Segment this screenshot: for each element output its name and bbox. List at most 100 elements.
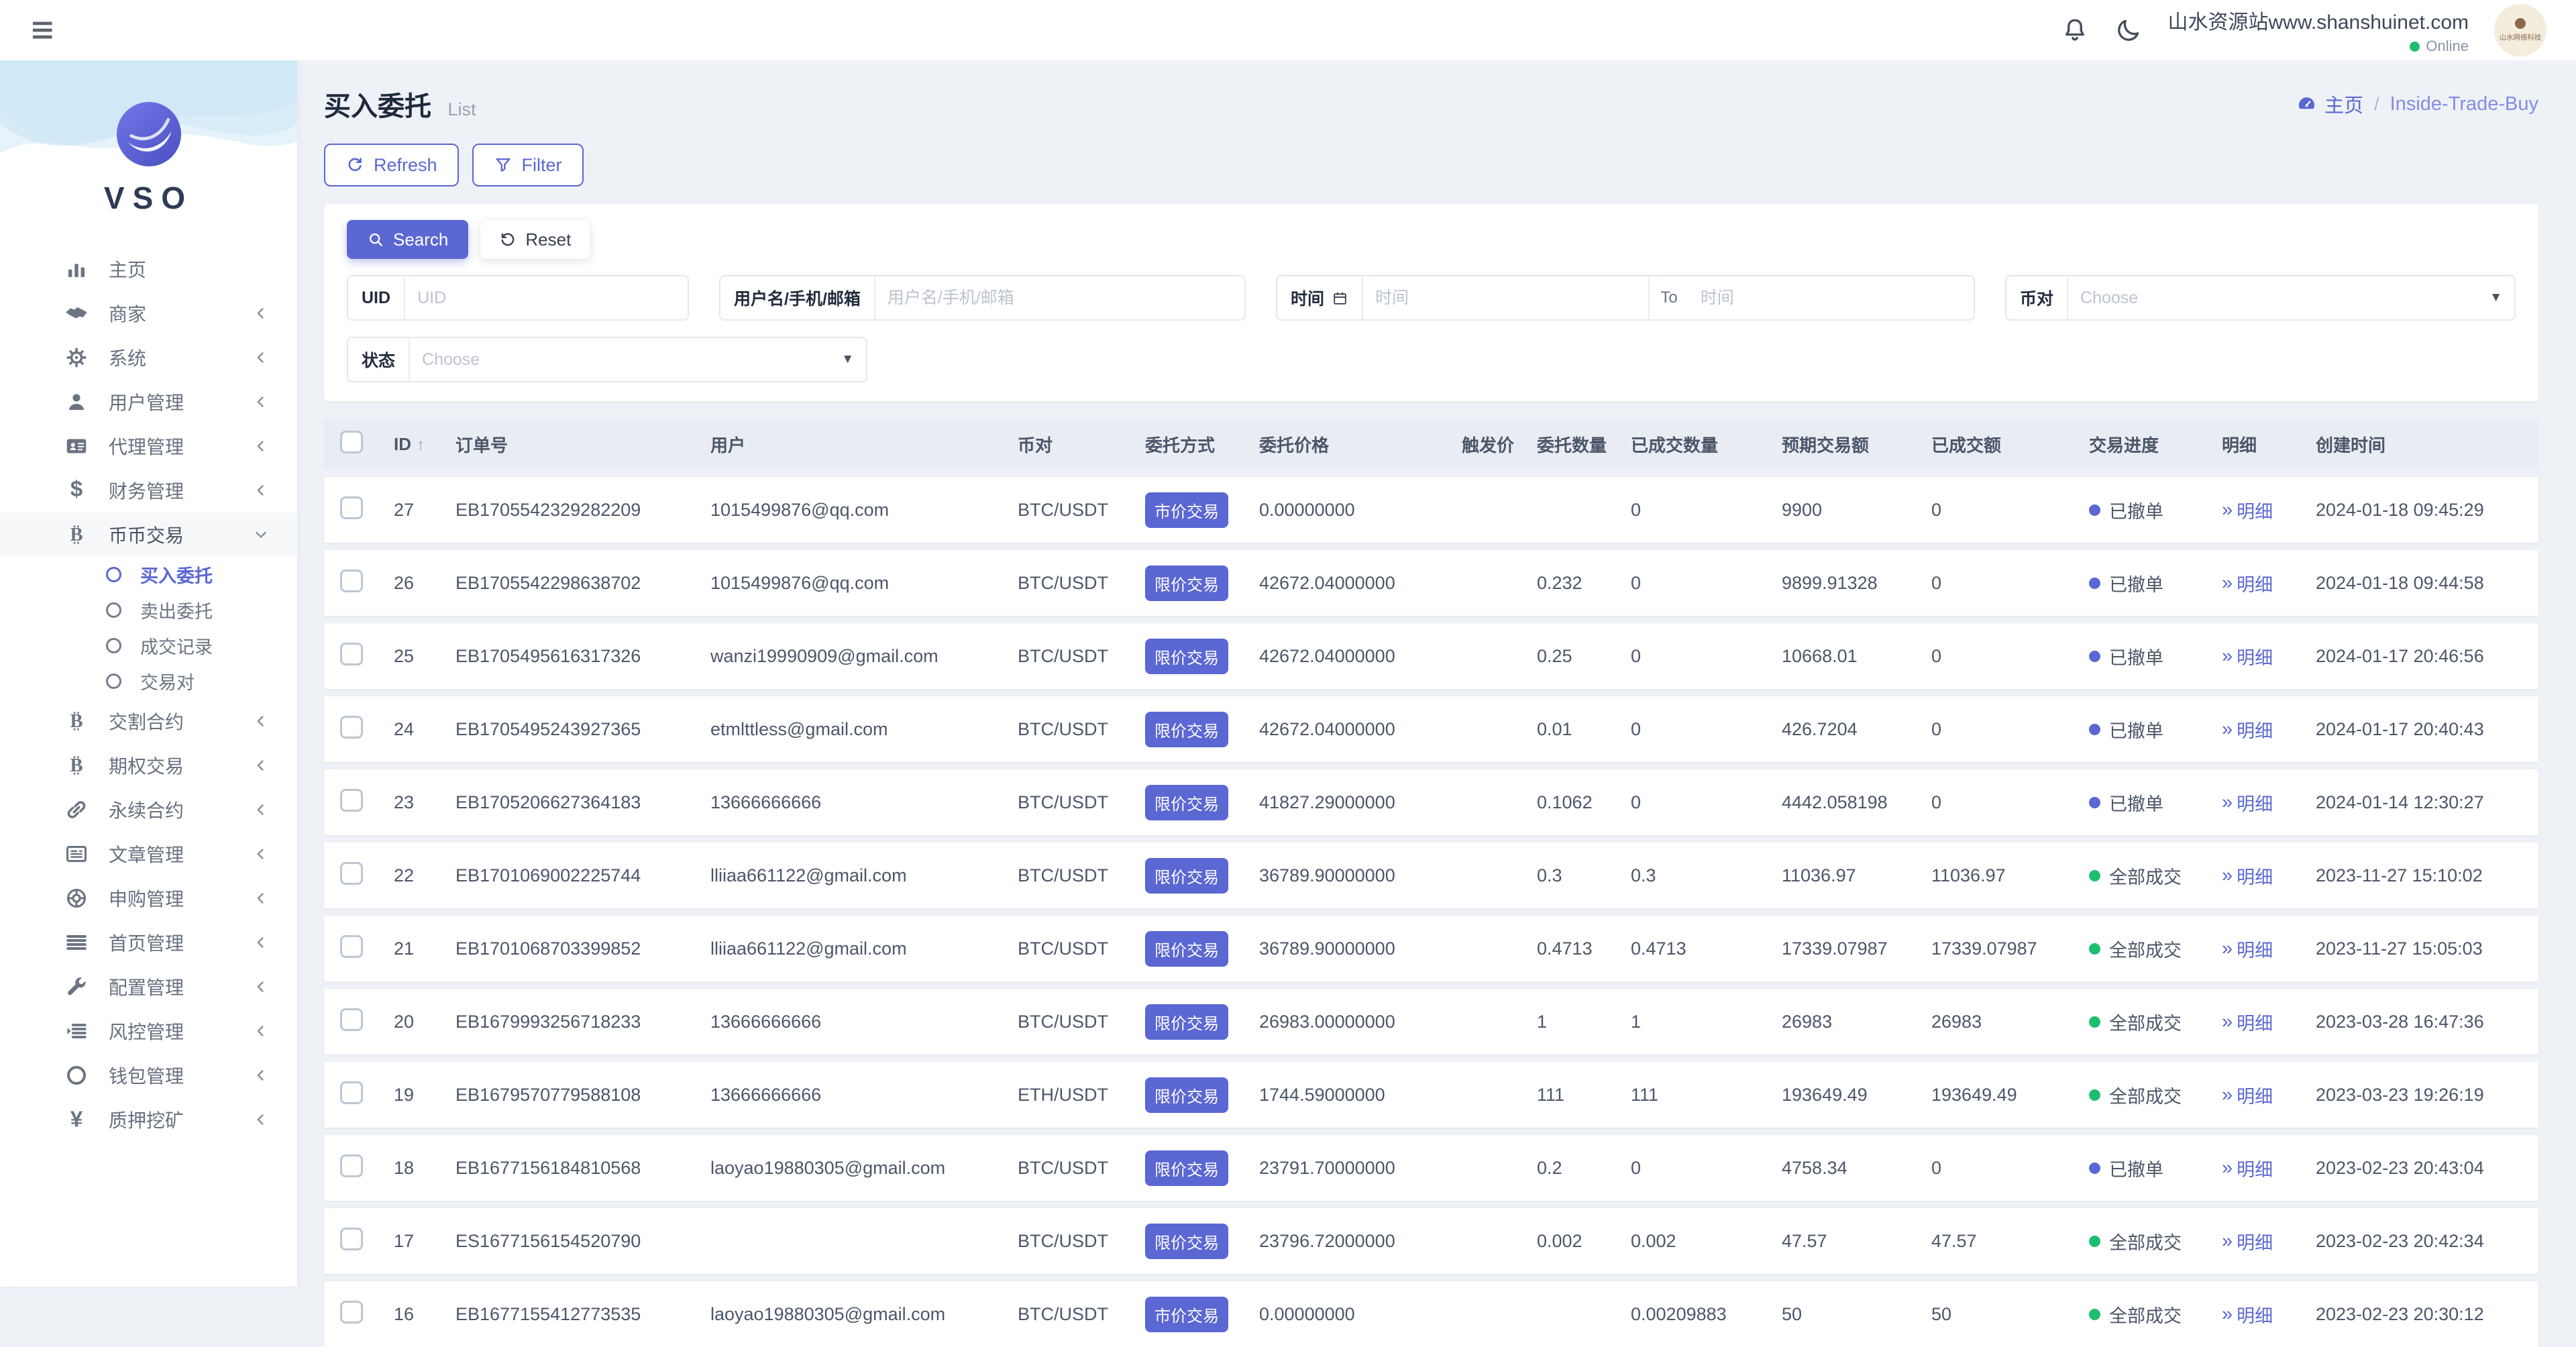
status-select[interactable]: Choose ▼ [410, 338, 866, 381]
row-checkbox[interactable] [340, 643, 363, 665]
row-checkbox[interactable] [340, 716, 363, 739]
row-checkbox[interactable] [340, 789, 363, 812]
user-input[interactable] [875, 276, 1244, 319]
sidebar-item-finance-mgmt[interactable]: $财务管理 [0, 468, 297, 513]
cell-price: 42672.04000000 [1243, 573, 1446, 594]
filter-uid-group: UID [347, 275, 689, 321]
order-type-badge: 限价交易 [1145, 858, 1228, 894]
select-all-checkbox[interactable] [340, 431, 363, 453]
detail-link[interactable]: »明细 [2222, 497, 2273, 523]
row-checkbox[interactable] [340, 1228, 363, 1250]
sidebar-item-perpetual-contract[interactable]: 永续合约 [0, 788, 297, 832]
sidebar-item-user-mgmt[interactable]: 用户管理 [0, 380, 297, 424]
detail-link[interactable]: »明细 [2222, 1155, 2273, 1181]
status-label: 全部成交 [2109, 1228, 2182, 1254]
sidebar-item-risk-mgmt[interactable]: 风控管理 [0, 1009, 297, 1053]
sidebar-item-subscription-mgmt[interactable]: 申购管理 [0, 876, 297, 920]
filter-button[interactable]: Filter [472, 144, 584, 186]
id-card-icon [62, 434, 91, 458]
pair-select[interactable]: Choose ▼ [2068, 276, 2514, 319]
detail-link[interactable]: »明细 [2222, 1082, 2273, 1108]
row-checkbox[interactable] [340, 1008, 363, 1031]
lifering-icon [62, 886, 91, 910]
sidebar-item-config-mgmt[interactable]: 配置管理 [0, 965, 297, 1009]
time-from-input[interactable] [1363, 276, 1648, 319]
detail-link[interactable]: »明细 [2222, 1301, 2273, 1328]
sidebar-item-article-mgmt[interactable]: 文章管理 [0, 832, 297, 876]
row-checkbox[interactable] [340, 570, 363, 592]
detail-link[interactable]: »明细 [2222, 716, 2273, 743]
status-dot-icon [2089, 1089, 2100, 1101]
avatar-text: 山水网络科技 [2500, 32, 2542, 42]
row-checkbox[interactable] [340, 1154, 363, 1177]
sidebar-item-homepage-mgmt[interactable]: 首页管理 [0, 920, 297, 965]
sidebar-subitem-label: 买入委托 [140, 561, 213, 588]
page-subtitle: List [447, 99, 476, 119]
notifications-bell-icon[interactable] [2061, 16, 2089, 44]
double-chevron-icon: » [2222, 1230, 2231, 1252]
uid-input[interactable] [405, 276, 688, 319]
cell-qty: 111 [1521, 1085, 1615, 1106]
row-checkbox[interactable] [340, 1301, 363, 1324]
refresh-button[interactable]: Refresh [324, 144, 459, 186]
status-dot-icon [2089, 943, 2100, 955]
cell-detail: »明细 [2206, 1228, 2300, 1254]
reset-button[interactable]: Reset [480, 220, 590, 259]
detail-link[interactable]: »明细 [2222, 643, 2273, 669]
order-type-badge: 限价交易 [1145, 565, 1228, 601]
main-content: 买入委托 List 主页 / Inside-Trade-Buy Refresh [297, 60, 2576, 1287]
row-checkbox[interactable] [340, 496, 363, 519]
sidebar-item-wallet-mgmt[interactable]: 钱包管理 [0, 1053, 297, 1097]
cell-user: 13666666666 [694, 1085, 1002, 1106]
row-checkbox[interactable] [340, 935, 363, 958]
cell-filled-total: 17339.07987 [1915, 938, 2073, 959]
detail-link[interactable]: »明细 [2222, 863, 2273, 889]
chevron-left-icon [252, 392, 270, 411]
cell-expected-total: 9899.91328 [1766, 573, 1915, 594]
sidebar-item-merchant[interactable]: 商家 [0, 291, 297, 335]
sidebar-subitem-trading-pairs[interactable]: 交易对 [0, 663, 297, 699]
cell-order-no: EB1705495243927365 [439, 719, 694, 740]
sidebar-item-home[interactable]: 主页 [0, 247, 297, 291]
menu-toggle-icon[interactable] [30, 15, 59, 45]
breadcrumb-home-link[interactable]: 主页 [2296, 90, 2363, 118]
svg-text:B: B [70, 525, 83, 545]
avatar[interactable]: 山水网络科技 [2494, 4, 2546, 56]
sidebar-item-system[interactable]: 系统 [0, 335, 297, 380]
cell-created-at: 2024-01-18 09:44:58 [2300, 573, 2538, 594]
row-checkbox[interactable] [340, 1081, 363, 1104]
orders-table: ID↑订单号用户币对委托方式委托价格触发价委托数量已成交数量预期交易额已成交额交… [324, 419, 2538, 1347]
cell-pair: BTC/USDT [1002, 1304, 1129, 1325]
sidebar-item-agent-mgmt[interactable]: 代理管理 [0, 424, 297, 468]
cell-progress: 全部成交 [2073, 863, 2206, 889]
sidebar-subitem-buy-orders[interactable]: 买入委托 [0, 557, 297, 592]
sidebar-subitem-trade-records[interactable]: 成交记录 [0, 628, 297, 663]
cell-filled-qty: 0 [1615, 573, 1766, 594]
row-checkbox[interactable] [340, 862, 363, 885]
cell-price: 36789.90000000 [1243, 865, 1446, 886]
chevron-left-icon [252, 889, 270, 908]
dark-mode-moon-icon[interactable] [2114, 16, 2143, 44]
detail-link[interactable]: »明细 [2222, 570, 2273, 596]
detail-link[interactable]: »明细 [2222, 1009, 2273, 1035]
cell-qty: 0.3 [1521, 865, 1615, 886]
order-type-badge: 限价交易 [1145, 1077, 1228, 1113]
cell-created-at: 2023-11-27 15:05:03 [2300, 938, 2538, 959]
sidebar-item-staking-mining[interactable]: ¥质押挖矿 [0, 1097, 297, 1142]
search-button[interactable]: Search [347, 220, 468, 259]
sort-asc-icon[interactable]: ↑ [417, 436, 425, 454]
sidebar-subitem-sell-orders[interactable]: 卖出委托 [0, 592, 297, 628]
user-label: 用户名/手机/邮箱 [720, 276, 875, 319]
cell-price: 36789.90000000 [1243, 938, 1446, 959]
detail-link[interactable]: »明细 [2222, 790, 2273, 816]
cell-id: 23 [378, 792, 439, 813]
detail-link[interactable]: »明细 [2222, 936, 2273, 962]
sidebar-item-label: 首页管理 [109, 929, 252, 956]
cell-created-at: 2023-11-27 15:10:02 [2300, 865, 2538, 886]
time-to-input[interactable] [1688, 276, 1974, 319]
detail-link[interactable]: »明细 [2222, 1228, 2273, 1254]
